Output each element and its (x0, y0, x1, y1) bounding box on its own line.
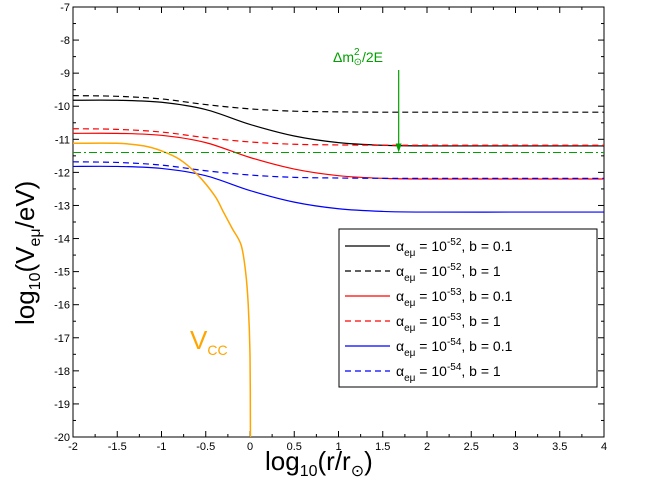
y-tick-label: -20 (54, 432, 70, 444)
y-tick-label: -14 (54, 234, 70, 246)
series-line-2 (72, 132, 604, 180)
y-tick-label: -8 (60, 35, 70, 47)
y-tick-label: -7 (60, 2, 70, 14)
x-tick-label: -2 (68, 441, 78, 453)
legend: αeμ = 10-52, b = 0.1 αeμ = 10-52, b = 1 αe… (338, 228, 598, 388)
x-tick-label: 3 (512, 441, 518, 453)
x-tick-label: 0 (247, 441, 253, 453)
x-tick-label: 3.5 (552, 441, 567, 453)
x-axis-title: log10(r/r⊙) (265, 446, 373, 480)
y-tick-label: -18 (54, 366, 70, 378)
y-tick-label: -9 (60, 68, 70, 80)
legend-label-5: αeμ = 10-54, b = 1 (396, 362, 501, 384)
legend-label-4: αeμ = 10-54, b = 0.1 (396, 337, 513, 359)
resonance-group (73, 70, 604, 154)
legend-label-0: αeμ = 10-52, b = 0.1 (396, 237, 513, 259)
y-tick-label: -12 (54, 167, 70, 179)
y-tick-label: -17 (54, 333, 70, 345)
axis-ticks: -2 -1.5 -1 -0.5 0 0.5 1 1.5 2 2.5 3 3.5 4 -20 -19 -18 -1… (54, 2, 607, 453)
legend-box (338, 228, 598, 388)
series-line-3 (72, 128, 604, 146)
resonance-arrowhead (395, 143, 402, 153)
resonance-label: Δm2 ⊙/2E (333, 47, 383, 68)
series-line-1 (72, 95, 604, 113)
legend-label-2: αeμ = 10-53, b = 0.1 (396, 287, 513, 309)
y-tick-label: -10 (54, 101, 70, 113)
vcc-curve (72, 142, 252, 438)
y-tick-label: -11 (55, 134, 70, 146)
vcc-label: VCC (190, 325, 228, 358)
legend-label-3: αeμ = 10-53, b = 1 (396, 312, 501, 334)
x-tick-label: 2 (424, 441, 430, 453)
x-tick-label: 0.5 (287, 441, 302, 453)
x-tick-label: 1 (335, 441, 341, 453)
series-line-4 (72, 165, 604, 213)
x-tick-label: 2.5 (464, 441, 479, 453)
y-tick-label: -15 (54, 267, 70, 279)
series-line-0 (72, 99, 604, 147)
x-tick-label: -1.5 (108, 441, 127, 453)
series-line-5 (72, 161, 604, 179)
series-group (72, 95, 604, 438)
y-tick-label: -16 (54, 300, 70, 312)
y-axis-title: log10(Veμ/eV) (10, 181, 44, 325)
x-tick-label: -0.5 (196, 441, 215, 453)
x-tick-label: 1.5 (375, 441, 390, 453)
x-tick-label: -1 (157, 441, 167, 453)
y-tick-label: -19 (54, 399, 70, 411)
legend-label-1: αeμ = 10-52, b = 1 (396, 262, 501, 284)
y-tick-label: -13 (54, 200, 70, 212)
x-tick-label: 4 (601, 441, 607, 453)
